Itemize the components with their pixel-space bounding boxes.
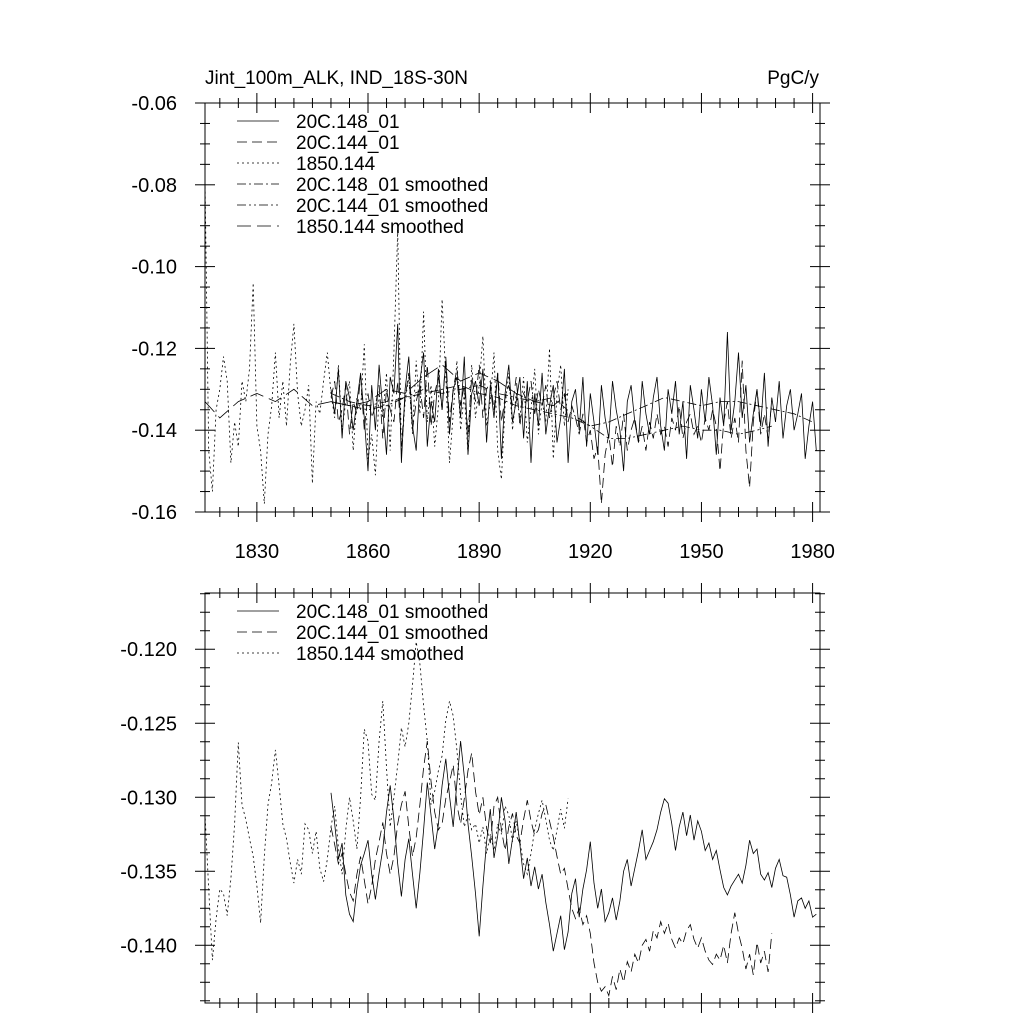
series-line: [330, 740, 817, 952]
series-line: [330, 740, 773, 997]
series-line: [205, 641, 569, 961]
series-line: [330, 356, 773, 504]
y-tick-label: -0.140: [120, 935, 177, 957]
y-tick-label: -0.12: [131, 338, 177, 360]
legend-label: 20C.144_01: [296, 133, 400, 154]
y-tick-label: -0.130: [120, 787, 177, 809]
y-tick-label: -0.125: [120, 713, 177, 735]
series-line: [330, 384, 813, 427]
y-tick-label: -0.06: [131, 93, 177, 115]
y-tick-label: -0.08: [131, 175, 177, 197]
x-tick-label: 1830: [235, 541, 280, 563]
legend-label: 20C.148_01 smoothed: [296, 602, 488, 623]
y-tick-label: -0.135: [120, 861, 177, 883]
legend-label: 1850.144: [296, 154, 376, 175]
x-tick-label: 1860: [346, 541, 391, 563]
y-tick-label: -0.10: [131, 257, 177, 279]
y-tick-label: -0.16: [131, 502, 177, 524]
units-label: PgC/y: [767, 68, 819, 89]
chart-title: Jint_100m_ALK, IND_18S-30N: [205, 68, 468, 89]
legend-label: 20C.148_01: [296, 112, 400, 133]
plot-frame: [204, 592, 821, 1004]
legend-label: 20C.148_01 smoothed: [296, 175, 488, 196]
y-tick-label: -0.120: [120, 639, 177, 661]
x-tick-label: 1950: [679, 541, 724, 563]
top-chart-panel: 1830 1860 1890 1920 1950 1980 -0.06 -0.08 -0.10 -…: [131, 68, 834, 563]
x-tick-label: 1980: [790, 541, 835, 563]
legend-label: 1850.144 smoothed: [296, 217, 464, 238]
x-tick-label: 1890: [457, 541, 502, 563]
bottom-chart-panel: -0.120 -0.125 -0.130 -0.135 -0.140 20C.148_01…: [120, 583, 830, 1013]
series-line: [330, 323, 817, 472]
legend-label: 20C.144_01 smoothed: [296, 196, 488, 217]
series-line: [205, 364, 569, 419]
legend-label: 20C.144_01 smoothed: [296, 623, 488, 644]
x-tick-label: 1920: [568, 541, 613, 563]
legend-label: 1850.144 smoothed: [296, 644, 464, 665]
y-tick-label: -0.14: [131, 420, 177, 442]
